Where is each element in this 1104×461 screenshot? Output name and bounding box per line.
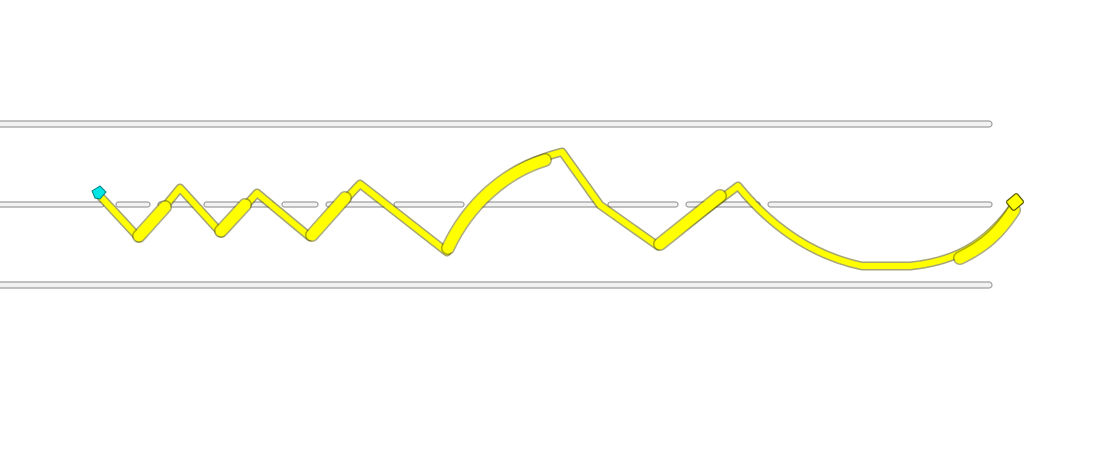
track-thick-segment — [954, 204, 1020, 264]
track-thick-segment — [133, 201, 171, 242]
track-thick-segment — [654, 190, 726, 250]
end-marker[interactable] — [1005, 193, 1025, 211]
center-line — [0, 201, 993, 208]
center-line-segment — [607, 201, 679, 208]
center-line-segment — [767, 201, 993, 208]
track-thick-segment — [442, 154, 551, 254]
bottom-boundary-line — [0, 281, 993, 289]
center-line-segment — [471, 201, 601, 208]
center-line-segment — [281, 201, 319, 208]
track-thick-segment — [215, 199, 251, 237]
center-line-segment — [115, 201, 151, 208]
track-path — [95, 147, 1021, 271]
center-line-segment — [393, 201, 465, 208]
center-line-segment — [0, 201, 105, 208]
track-thick-segment — [306, 192, 351, 241]
start-marker[interactable] — [91, 185, 107, 200]
top-boundary-line — [0, 120, 993, 128]
